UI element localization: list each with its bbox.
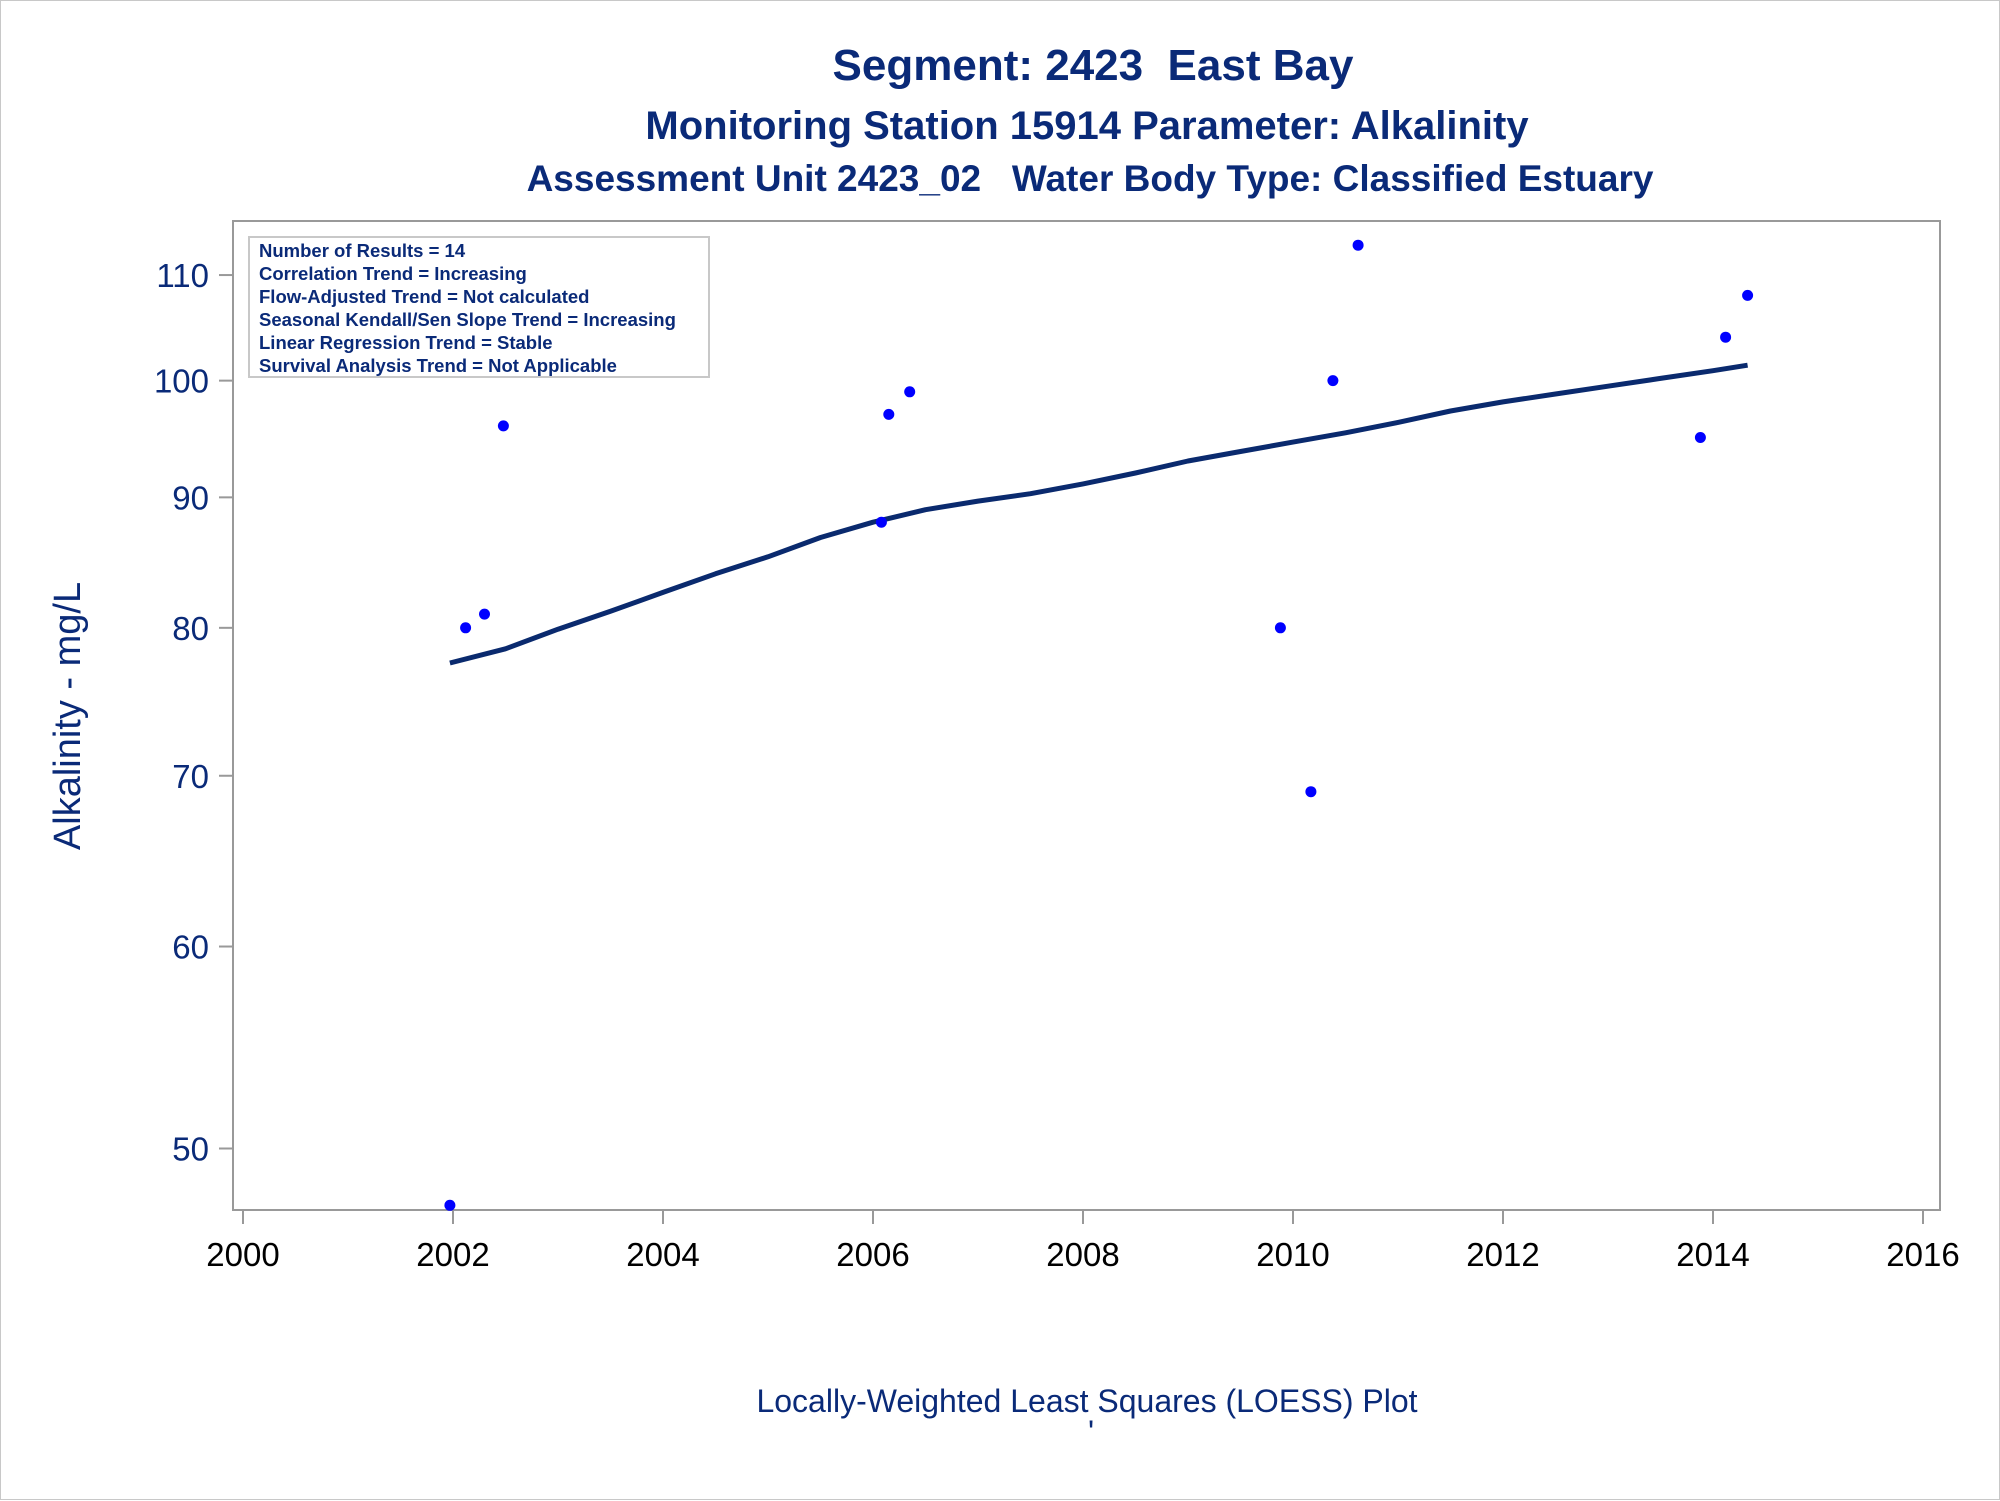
data-point [1327, 375, 1339, 387]
stats-inset-box [248, 236, 710, 378]
stats-inset-line: Correlation Trend = Increasing [259, 263, 527, 284]
y-axis-label: Alkalinity - mg/L [47, 582, 89, 850]
stats-inset-line: Linear Regression Trend = Stable [259, 332, 553, 353]
x-tick-label: 2004 [626, 1236, 699, 1273]
data-point [1274, 622, 1286, 634]
data-point [904, 386, 916, 398]
y-tick-label: 110 [156, 257, 209, 294]
data-point [1352, 239, 1364, 251]
y-tick-label: 70 [172, 758, 209, 795]
scatter-points-series [444, 239, 1754, 1211]
stats-inset-line: Seasonal Kendall/Sen Slope Trend = Incre… [259, 309, 676, 330]
chart-subtitle: Monitoring Station 15914 Parameter: Alka… [645, 104, 1529, 148]
y-tick-label: 90 [172, 479, 209, 516]
x-tick-label: 2014 [1676, 1236, 1749, 1273]
x-tick-label: 2002 [416, 1236, 489, 1273]
loess-line [449, 362, 1748, 666]
y-tick-label: 60 [172, 929, 209, 966]
data-point [479, 608, 490, 620]
loess-line-series [449, 362, 1748, 666]
chart-subtitle-2: Assessment Unit 2423_02 Water Body Type:… [527, 158, 1654, 199]
y-tick-label: 80 [172, 610, 209, 647]
x-axis-label: Locally-Weighted Least Squares (LOESS) P… [756, 1383, 1417, 1419]
y-tick-label: 100 [154, 363, 209, 400]
x-tick-label: 2006 [836, 1236, 909, 1273]
y-axis: 50 60 70 80 90 100 110 [154, 257, 233, 1168]
plot-area [232, 220, 1941, 1211]
x-tick-label: 2008 [1046, 1236, 1119, 1273]
data-point [875, 516, 887, 528]
x-tick-label: 2016 [1886, 1236, 1959, 1273]
data-point [883, 408, 895, 420]
data-point [1720, 331, 1732, 343]
x-axis: 2000 2002 2004 2006 2008 2010 2012 2014 2016 [206, 1210, 1960, 1273]
footnote: ' [1088, 1414, 1094, 1450]
data-point [1742, 289, 1754, 301]
x-tick-label: 2000 [206, 1236, 279, 1273]
data-point [444, 1199, 456, 1211]
chart-title: Segment: 2423 East Bay [833, 41, 1354, 90]
y-tick-label: 50 [172, 1131, 209, 1168]
data-point [497, 420, 509, 432]
x-tick-label: 2012 [1466, 1236, 1539, 1273]
stats-inset-line: Number of Results = 14 [259, 240, 466, 261]
x-tick-label: 2010 [1256, 1236, 1329, 1273]
data-point [1694, 432, 1706, 443]
stats-inset-line: Flow-Adjusted Trend = Not calculated [259, 286, 589, 307]
data-point [1305, 786, 1317, 798]
data-point [460, 622, 472, 634]
stats-inset-line: Survival Analysis Trend = Not Applicable [259, 355, 617, 376]
